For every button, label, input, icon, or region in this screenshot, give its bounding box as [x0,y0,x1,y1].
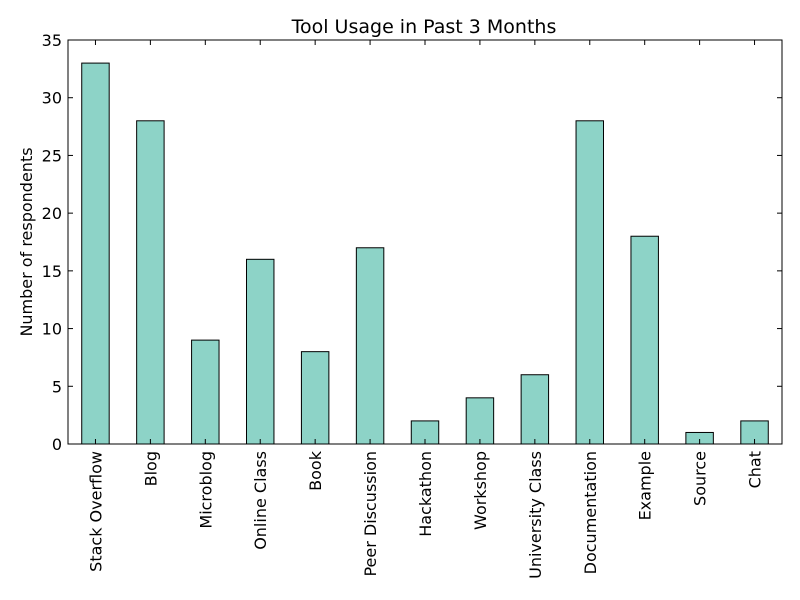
y-tick-label: 0 [52,435,62,454]
x-axis-ticks: Stack Overflow Blog Microblog Online Class B… [86,40,765,579]
bar-university-class [520,374,550,445]
bar-online-class [246,258,275,445]
y-tick-label: 20 [42,204,62,223]
bar-documentation [575,120,604,445]
x-tick-label: Book [306,450,325,491]
bars-group [81,62,769,445]
y-tick-label: 10 [42,320,62,339]
y-axis-label: Number of respondents [17,147,36,336]
x-tick-label: Documentation [581,451,600,574]
x-tick-label: Hackathon [416,451,435,537]
x-tick-label: Stack Overflow [86,451,105,572]
bar-stack-overflow [81,62,110,445]
x-tick-label: Chat [746,451,765,488]
x-tick-label: Blog [141,451,160,486]
y-tick-label: 25 [42,146,62,165]
x-tick-label: Example [636,451,655,520]
bar-microblog [191,339,220,445]
bar-workshop [465,397,495,445]
bar-example [630,235,659,445]
y-tick-label: 35 [42,31,62,50]
bar-peer-discussion [355,247,385,445]
chart-title: Tool Usage in Past 3 Months [291,16,557,38]
bar-book [300,351,330,445]
x-tick-label: University Class [526,451,545,579]
y-tick-label: 5 [52,377,62,396]
y-tick-label: 15 [42,262,62,281]
x-tick-label: Online Class [251,451,270,550]
x-tick-label: Peer Discussion [361,451,380,577]
x-tick-label: Source [691,451,710,506]
plot-frame [67,39,783,445]
x-tick-label: Microblog [196,451,215,529]
y-tick-label: 30 [42,89,62,108]
bar-blog [136,120,165,445]
x-tick-label: Workshop [471,451,490,530]
